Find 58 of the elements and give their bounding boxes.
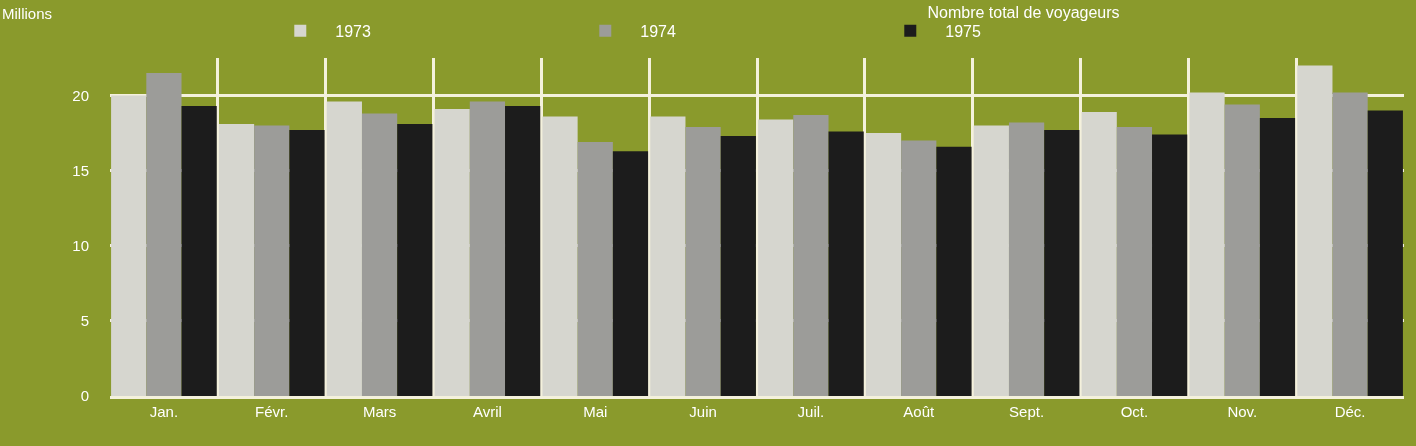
bar	[146, 73, 182, 396]
x-tick-label: Déc.	[1334, 403, 1366, 420]
bar	[650, 116, 686, 396]
bar	[326, 101, 362, 396]
legend-label: 1973	[335, 23, 371, 40]
x-tick-label: Mai	[583, 403, 608, 420]
bar	[111, 95, 147, 396]
x-tick-label: Févr.	[255, 403, 289, 420]
bar	[865, 133, 902, 396]
x-tick-label: Sept.	[1009, 403, 1045, 420]
bar	[1189, 92, 1225, 396]
bar	[469, 101, 506, 396]
chart-title: Nombre total de voyageurs	[927, 3, 1120, 21]
bar	[1081, 112, 1117, 396]
y-axis-title: Millions	[2, 5, 53, 22]
bar	[1332, 92, 1368, 396]
y-tick-label: 0	[80, 387, 89, 405]
bar	[397, 124, 433, 396]
bar	[720, 136, 756, 396]
bar	[1152, 134, 1188, 396]
bar	[901, 140, 937, 396]
x-tick-label: Mars	[362, 403, 397, 420]
bar	[289, 130, 325, 396]
bar	[434, 109, 470, 396]
x-tick-label: Août	[903, 403, 936, 420]
x-tick-label: Avril	[472, 403, 502, 420]
bar	[1008, 122, 1045, 396]
bar	[1259, 118, 1296, 396]
bar	[577, 142, 613, 396]
bar	[685, 127, 721, 396]
bar	[973, 125, 1009, 396]
bar	[254, 125, 290, 396]
bar	[218, 124, 255, 396]
bar	[612, 151, 649, 396]
bar	[1116, 127, 1153, 396]
bar	[1224, 104, 1260, 396]
bar	[1367, 110, 1403, 396]
x-tick-label: Juil.	[797, 403, 825, 420]
x-tick-label: Oct.	[1120, 403, 1149, 420]
bar	[181, 106, 217, 396]
bar	[793, 115, 829, 396]
x-tick-label: Juin	[689, 403, 717, 420]
legend-label: 1975	[945, 23, 981, 40]
bar	[758, 119, 794, 396]
y-tick-label: 15	[72, 161, 89, 179]
bar	[1044, 130, 1080, 396]
x-tick-label: Nov.	[1227, 403, 1258, 420]
legend-label: 1974	[640, 23, 676, 40]
y-tick-label: 5	[80, 312, 89, 330]
bar	[828, 131, 864, 396]
bar	[936, 146, 972, 396]
y-tick-label: 10	[72, 237, 89, 255]
y-tick-label: 20	[72, 86, 89, 104]
bar	[361, 113, 398, 396]
bar	[1297, 65, 1333, 396]
bar	[542, 116, 578, 396]
bar	[505, 106, 541, 396]
x-tick-label: Jan.	[149, 403, 179, 420]
